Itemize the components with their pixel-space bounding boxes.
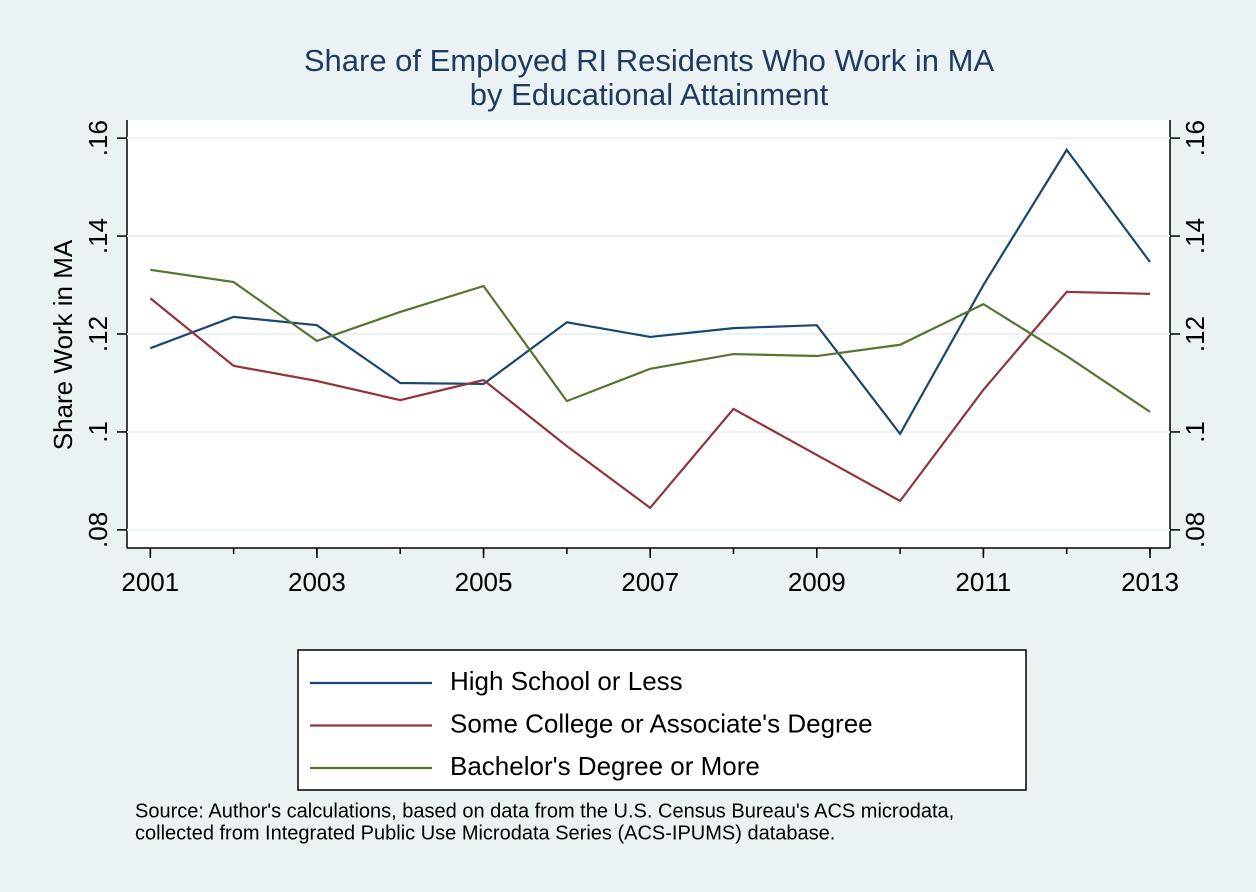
y2-tick-label: .14 xyxy=(1180,218,1210,254)
y2-tick-label: .1 xyxy=(1180,421,1210,443)
legend-label: Bachelor's Degree or More xyxy=(450,751,760,781)
x-tick-label: 2009 xyxy=(788,567,846,597)
series-line xyxy=(149,147,1151,436)
chart-subtitle: by Educational Attainment xyxy=(470,77,829,112)
x-tick-label: 2011 xyxy=(955,567,1011,597)
x-tick-label: 2001 xyxy=(121,567,179,597)
x-tick-label: 2003 xyxy=(288,567,346,597)
legend-label: Some College or Associate's Degree xyxy=(450,708,873,738)
note: collected from Integrated Public Use Mic… xyxy=(135,822,835,844)
y-tick-label: .16 xyxy=(83,120,113,156)
series-line xyxy=(149,290,1151,510)
y-tick-label: .1 xyxy=(83,421,113,443)
y2-tick-label: .08 xyxy=(1180,512,1210,548)
y-axis-label: Share Work in MA xyxy=(48,239,78,450)
y-tick-label: .12 xyxy=(83,316,113,352)
y2-tick-label: .16 xyxy=(1180,120,1210,156)
x-tick-label: 2013 xyxy=(1121,567,1179,597)
legend-label: High School or Less xyxy=(450,666,683,696)
x-tick-label: 2005 xyxy=(455,567,513,597)
chart-title: Share of Employed RI Residents Who Work … xyxy=(304,43,995,78)
note: Source: Author's calculations, based on … xyxy=(135,800,954,822)
legend-box xyxy=(297,649,1027,791)
y-tick-label: .08 xyxy=(83,512,113,548)
y-tick-label: .14 xyxy=(83,218,113,254)
y2-tick-label: .12 xyxy=(1180,316,1210,352)
series-line xyxy=(150,268,1151,413)
x-tick-label: 2007 xyxy=(621,567,679,597)
